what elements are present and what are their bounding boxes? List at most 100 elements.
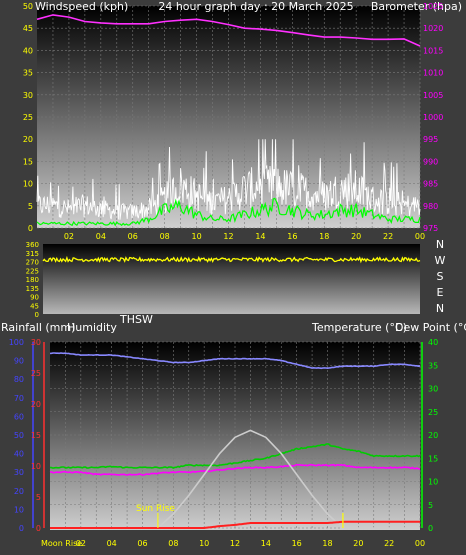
temperature-x-tick-label: 00 [415,539,425,548]
rainfall-y-tick-label: 30 [31,338,41,347]
temperature-y-tick-label: 35 [428,361,438,370]
humidity-y-tick-label: 20 [14,487,24,496]
direction-y-tick-label: 225 [26,267,39,275]
temperature-y-tick-label: 15 [428,454,438,463]
direction-y-tick-label: 360 [26,241,39,249]
wind-x-tick-label: 20 [351,232,361,241]
barometer-y-tick-label: 990 [423,157,438,166]
barometer-y-tick-label: 1015 [423,46,443,55]
wind-y-tick-label: 50 [23,2,33,11]
wind-y-tick-label: 5 [28,202,33,211]
rainfall-y-tick-label: 20 [31,400,41,409]
direction-series [42,255,421,264]
wind-average-line [36,197,421,227]
temperature-x-tick-label: 16 [292,539,302,548]
wind-y-tick-label: 35 [23,69,33,78]
barometer-y-tick-label: 1000 [423,113,443,122]
temperature-x-tick-label: 20 [353,539,363,548]
wind-x-tick-label: 00 [415,232,425,241]
rainfall-line [50,520,420,529]
temperature-axis-label: Temperature (°C) [311,321,407,334]
temperature-x-tick-label: 18 [322,539,332,548]
temperature-y-tick-label: 40 [428,338,438,347]
direction-plot-area [43,244,420,314]
compass-label: W [435,254,446,267]
direction-y-tick-label: 180 [26,276,39,284]
sunrise-label: Sun Rise [136,504,175,514]
barometer-y-tick-label: 995 [423,135,438,144]
dew-point-line [49,463,421,476]
barometer-y-tick-label: 1020 [423,24,443,33]
temperature-line [49,443,421,469]
wind-y-tick-label: 10 [23,180,33,189]
humidity-y-tick-label: 0 [19,524,24,533]
dew-point-axis-label: Dew Point (°C) [395,321,466,334]
direction-y-tick-label: 270 [26,259,39,267]
wind-y-tick-label: 25 [23,113,33,122]
temperature-x-tick-label: 04 [107,539,117,548]
temperature-x-tick-label: 12 [230,539,240,548]
temperature-x-tick-label: 08 [168,539,178,548]
rainfall-axis-label: Rainfall (mm) [1,321,75,334]
temperature-series: Sun Rise Moon Rise [41,352,421,548]
temperature-x-tick-label: 14 [261,539,271,548]
temperature-y-tick-label: 25 [428,408,438,417]
wind-y-tick-label: 30 [23,91,33,100]
wind-y-tick-label: 15 [23,157,33,166]
direction-y-tick-label: 90 [30,294,39,302]
compass-label: E [437,286,444,299]
temperature-y-tick-label: 30 [428,385,438,394]
barometer-y-tick-label: 1010 [423,69,443,78]
wind-x-tick-label: 22 [383,232,393,241]
temperature-axes: 0102030405060708090100051015202530051015… [9,338,438,548]
wind-y-tick-label: 40 [23,46,33,55]
compass-label: N [436,302,444,315]
humidity-y-tick-label: 50 [14,431,24,440]
direction-y-tick-label: 45 [30,302,39,310]
rainfall-y-tick-label: 15 [31,431,41,440]
temperature-y-tick-label: 0 [428,524,433,533]
chart-title: 24 hour graph day : 20 March 2025 [158,0,353,13]
wind-x-tick-label: 04 [96,232,106,241]
direction-y-tick-label: 135 [26,285,39,293]
humidity-y-tick-label: 90 [14,357,24,366]
moonrise-label: Moon Rise [41,539,82,548]
barometer-y-tick-label: 985 [423,180,438,189]
compass-label: N [436,238,444,251]
wind-y-tick-label: 20 [23,135,33,144]
wind-x-tick-label: 02 [64,232,74,241]
humidity-line [49,352,421,370]
barometer-axis-label: Barometer (hpa) [371,0,462,13]
temperature-y-tick-label: 10 [428,478,438,487]
rainfall-y-tick-label: 10 [31,462,41,471]
humidity-y-tick-label: 40 [14,450,24,459]
temperature-x-tick-label: 06 [137,539,147,548]
compass-label: S [437,270,444,283]
temperature-x-tick-label: 22 [384,539,394,548]
rainfall-y-tick-label: 5 [36,493,41,502]
wind-x-tick-label: 14 [255,232,265,241]
wind-gust-line [36,139,421,220]
humidity-y-tick-label: 80 [14,375,24,384]
direction-y-tick-label: 0 [35,311,39,319]
wind-axes: 0510152025303540455097598098599099510001… [23,2,444,241]
thsw-label: THSW [119,313,153,326]
temperature-y-tick-label: 20 [428,431,438,440]
barometer-y-tick-label: 975 [423,224,438,233]
barometer-y-tick-label: 980 [423,202,438,211]
wind-x-tick-label: 16 [287,232,297,241]
barometer-y-tick-label: 1005 [423,91,443,100]
humidity-y-tick-label: 70 [14,394,24,403]
humidity-y-tick-label: 100 [9,338,24,347]
wind-x-tick-label: 08 [160,232,170,241]
humidity-y-tick-label: 10 [14,505,24,514]
humidity-axis-label: Humidity [67,321,117,334]
wind-x-tick-label: 10 [191,232,201,241]
direction-y-tick-label: 315 [26,250,39,258]
temperature-x-tick-label: 02 [76,539,86,548]
wind-x-tick-label: 18 [319,232,329,241]
wind-y-tick-label: 45 [23,24,33,33]
wind-direction-line [42,255,421,264]
